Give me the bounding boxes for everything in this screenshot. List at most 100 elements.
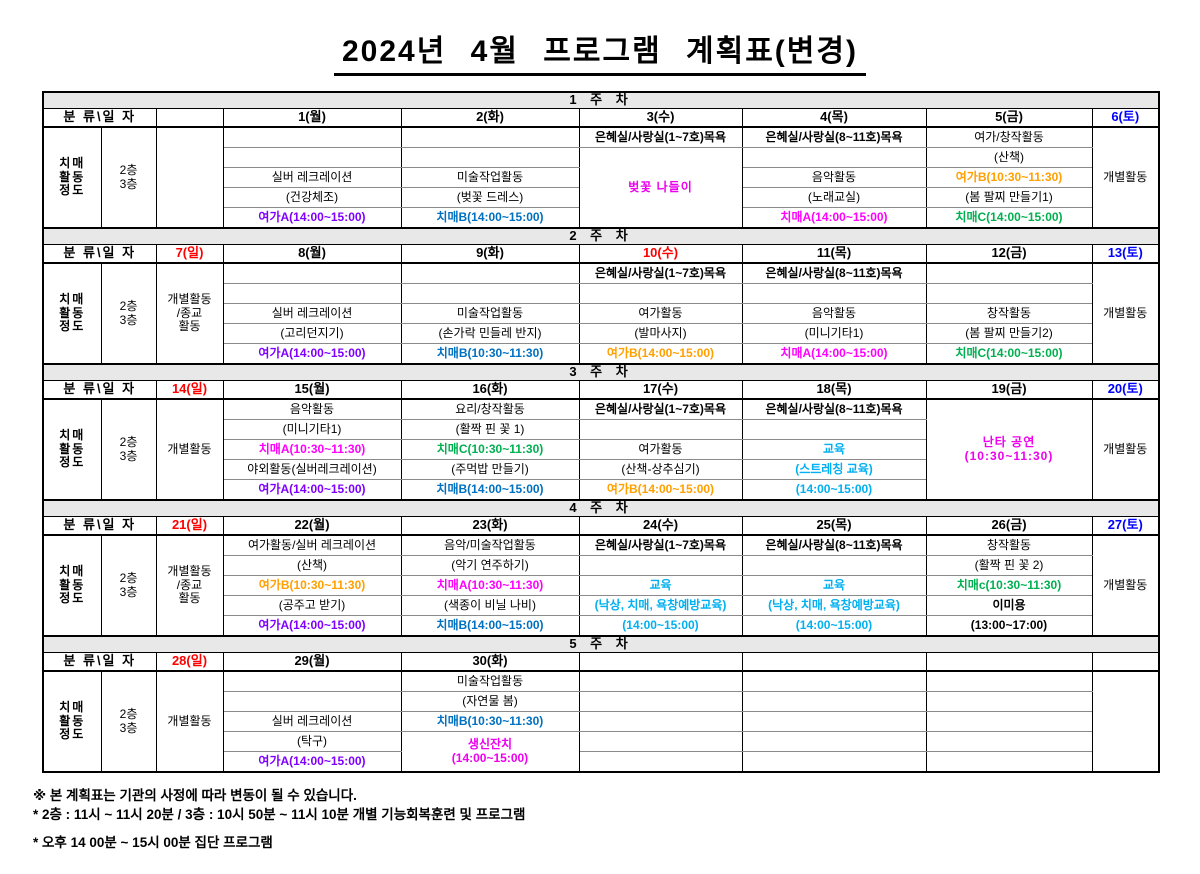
- schedule-cell: 여가B(10:30~11:30): [925, 167, 1093, 188]
- schedule-cell: 이미용: [925, 595, 1093, 616]
- saturday-header: [1091, 652, 1160, 672]
- schedule-cell: 실버 레크레이션: [222, 167, 402, 188]
- schedule-cell: (고리던지기): [222, 323, 402, 344]
- floors-label: 2층 3층: [100, 534, 157, 637]
- day-header: 8(월): [222, 244, 402, 264]
- schedule-cell: [578, 691, 743, 712]
- schedule-cell: (미니기타1): [222, 419, 402, 440]
- schedule-cell: [578, 419, 743, 440]
- schedule-cell: 야외활동(실버레크레이션): [222, 459, 402, 480]
- schedule-cell: [222, 126, 402, 148]
- schedule-cell: 여가B(14:00~15:00): [578, 479, 743, 501]
- sunday-activity: 개별활동/종교 활동: [155, 262, 224, 365]
- day-header: 1(월): [222, 108, 402, 128]
- corner-label: 분 류\일 자: [42, 108, 157, 128]
- schedule-cell: 여가A(14:00~15:00): [222, 479, 402, 501]
- floors-label: 2층 3층: [100, 670, 157, 773]
- schedule-cell: (자연물 봄): [400, 691, 580, 712]
- day-header: 18(목): [741, 380, 927, 400]
- schedule-cell: [400, 147, 580, 168]
- schedule-cell: 음악활동: [741, 167, 927, 188]
- schedule-cell: (건강체조): [222, 187, 402, 208]
- schedule-cell: [222, 262, 402, 284]
- category-label: 치매 활동 정도: [42, 534, 102, 637]
- schedule-cell: 치매B(14:00~15:00): [400, 207, 580, 229]
- schedule-cell: 여가/창작활동: [925, 126, 1093, 148]
- sunday-header: 7(일): [155, 244, 224, 264]
- footnotes: ※ 본 계획표는 기관의 사정에 따라 변동이 될 수 있습니다. * 2층 :…: [33, 786, 1200, 852]
- schedule-cell: (색종이 비닐 나비): [400, 595, 580, 616]
- schedule-cell: [578, 670, 743, 692]
- schedule-cell: (산책-상추심기): [578, 459, 743, 480]
- schedule-cell: 치매A(14:00~15:00): [741, 207, 927, 229]
- schedule-cell: (탁구): [222, 731, 402, 752]
- corner-label: 분 류\일 자: [42, 652, 157, 672]
- saturday-header: 6(토): [1091, 108, 1160, 128]
- floors-label: 2층 3층: [100, 262, 157, 365]
- schedule-cell: [578, 731, 743, 752]
- schedule-cell: 실버 레크레이션: [222, 303, 402, 324]
- schedule-cell: [741, 691, 927, 712]
- schedule-cell: 교육: [578, 575, 743, 596]
- schedule-cell: (손가락 민들레 반지): [400, 323, 580, 344]
- category-label: 치매 활동 정도: [42, 398, 102, 501]
- schedule-cell: 여가A(14:00~15:00): [222, 207, 402, 229]
- day-header: 26(금): [925, 516, 1093, 536]
- schedule-cell: 은혜실/사랑실(1~7호)목욕: [578, 398, 743, 420]
- schedule-cell: [222, 283, 402, 304]
- schedule-cell: 여가A(14:00~15:00): [222, 751, 402, 773]
- schedule-cell: [578, 555, 743, 576]
- saturday-activity: 개별활동: [1091, 398, 1160, 501]
- schedule-cell: (벚꽃 드레스): [400, 187, 580, 208]
- schedule-cell: 치매B(14:00~15:00): [400, 479, 580, 501]
- footnote-line: * 오후 14 00분 ~ 15시 00분 집단 프로그램: [33, 835, 273, 850]
- schedule-cell: (봄 팔찌 만들기1): [925, 187, 1093, 208]
- sunday-header: [155, 108, 224, 128]
- floors-label: 2층 3층: [100, 126, 157, 229]
- schedule-cell: 여가활동: [578, 439, 743, 460]
- schedule-cell: (노래교실): [741, 187, 927, 208]
- day-header: 10(수): [578, 244, 743, 264]
- saturday-activity: 개별활동: [1091, 534, 1160, 637]
- schedule-cell: [741, 670, 927, 692]
- week-band-label: 1 주 차: [42, 91, 1160, 109]
- day-header: 30(화): [400, 652, 580, 672]
- corner-label: 분 류\일 자: [42, 244, 157, 264]
- schedule-cell: [741, 419, 927, 440]
- schedule-cell: [222, 691, 402, 712]
- schedule-cell: 난타 공연 (10:30~11:30): [925, 398, 1093, 501]
- day-header: 16(화): [400, 380, 580, 400]
- page-title: 2024년 4월 프로그램 계획표(변경): [333, 26, 866, 76]
- schedule-cell: 치매B(10:30~11:30): [400, 711, 580, 732]
- schedule-cell: (활짝 핀 꽃 2): [925, 555, 1093, 576]
- schedule-cell: [578, 751, 743, 773]
- schedule-cell: 치매A(14:00~15:00): [741, 343, 927, 365]
- schedule-cell: 치매C(14:00~15:00): [925, 207, 1093, 229]
- schedule-cell: 치매B(14:00~15:00): [400, 615, 580, 637]
- schedule-cell: 은혜실/사랑실(1~7호)목욕: [578, 262, 743, 284]
- saturday-activity: [1091, 670, 1160, 773]
- day-header: 17(수): [578, 380, 743, 400]
- schedule-cell: [222, 147, 402, 168]
- week-band-label: 2 주 차: [42, 227, 1160, 245]
- day-header: 15(월): [222, 380, 402, 400]
- schedule-cell: 치매B(10:30~11:30): [400, 343, 580, 365]
- schedule-cell: (스트레칭 교육): [741, 459, 927, 480]
- schedule-cell: 미술작업활동: [400, 670, 580, 692]
- saturday-activity: 개별활동: [1091, 262, 1160, 365]
- schedule-cell: [741, 555, 927, 576]
- schedule-cell: 은혜실/사랑실(8~11호)목욕: [741, 534, 927, 556]
- schedule-cell: 음악/미술작업활동: [400, 534, 580, 556]
- schedule-cell: 은혜실/사랑실(8~11호)목욕: [741, 398, 927, 420]
- schedule-cell: (주먹밥 만들기): [400, 459, 580, 480]
- day-header: 19(금): [925, 380, 1093, 400]
- schedule-cell: 치매A(10:30~11:30): [222, 439, 402, 460]
- day-header: 5(금): [925, 108, 1093, 128]
- schedule-cell: 여가활동/실버 레크레이션: [222, 534, 402, 556]
- category-label: 치매 활동 정도: [42, 126, 102, 229]
- schedule-cell: [741, 751, 927, 773]
- day-header: 11(목): [741, 244, 927, 264]
- schedule-cell: (14:00~15:00): [578, 615, 743, 637]
